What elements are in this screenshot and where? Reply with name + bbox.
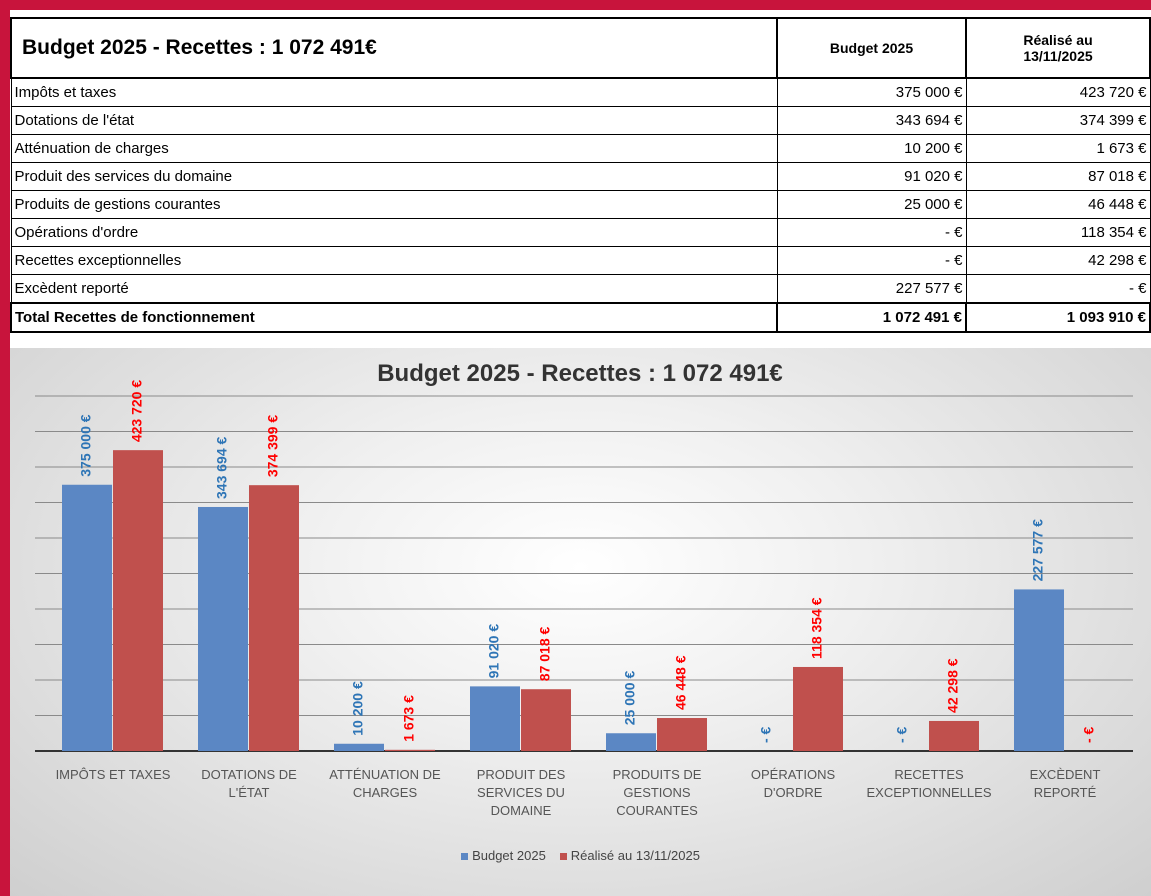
data-label: 343 694 € <box>214 436 230 498</box>
bar <box>113 450 163 751</box>
table-row: Excèdent reporté 227 577 € - € <box>10 274 1151 304</box>
amount-cell: 42 298 € <box>965 246 1151 275</box>
bar <box>657 718 707 751</box>
x-tick-label: ATTÉNUATION DE CHARGES <box>329 767 441 800</box>
data-label: 227 577 € <box>1030 519 1046 581</box>
amount-cell: 46 448 € <box>965 190 1151 219</box>
data-label: 42 298 € <box>945 658 961 713</box>
amount-cell: 343 694 € <box>776 106 967 135</box>
amount-cell: - € <box>776 218 967 247</box>
table-row: Impôts et taxes 375 000 €423 720 € <box>10 77 1151 107</box>
label-cell: Impôts et taxes <box>10 77 778 107</box>
data-label: 118 354 € <box>809 597 825 659</box>
bar <box>606 733 656 751</box>
data-label: 374 399 € <box>265 415 281 477</box>
chart-title: Budget 2025 - Recettes : 1 072 491€ <box>377 360 783 387</box>
label-cell: Opérations d'ordre <box>10 218 778 247</box>
bar <box>249 485 299 751</box>
legend-label: Réalisé au 13/11/2025 <box>570 848 700 863</box>
column-header: Budget 2025 <box>776 17 967 79</box>
amount-cell: - € <box>776 246 967 275</box>
x-tick-label: IMPÔTS ET TAXES <box>55 767 171 782</box>
data-label: - € <box>1081 726 1097 743</box>
table-row: Dotations de l'état 343 694 €374 399 € <box>10 106 1151 135</box>
bar <box>793 666 843 751</box>
legend-swatch <box>559 853 567 860</box>
label-cell: Total Recettes de fonctionnement <box>10 302 778 333</box>
frame <box>0 0 1151 10</box>
amount-cell: 374 399 € <box>965 106 1151 135</box>
legend-label: Budget 2025 <box>472 848 546 863</box>
bar <box>1014 589 1064 751</box>
table-row: Produits de gestions courantes 25 000 €46… <box>10 190 1151 219</box>
amount-cell: 118 354 € <box>965 218 1151 247</box>
amount-cell: 25 000 € <box>776 190 967 219</box>
table-row: Produit des services du domaine 91 020 €8… <box>10 162 1151 191</box>
bar <box>929 720 979 751</box>
chart: Budget 2025 - Recettes : 1 072 491€ 375 … <box>10 348 1151 896</box>
column-header: Réalisé au 13/11/2025 <box>965 17 1151 79</box>
amount-cell: 423 720 € <box>965 77 1151 107</box>
column-header-text: Réalisé au 13/11/2025 <box>1023 32 1093 64</box>
amount-cell: 87 018 € <box>965 162 1151 191</box>
bar <box>470 686 520 751</box>
table-row: Opérations d'ordre - €118 354 € <box>10 218 1151 247</box>
x-tick-label: PRODUIT DES SERVICES DU DOMAINE <box>476 767 566 818</box>
x-tick-label: DOTATIONS DE L'ÉTAT <box>201 767 297 800</box>
data-label: 423 720 € <box>129 380 145 442</box>
data-label: 91 020 € <box>486 624 502 679</box>
data-label: 375 000 € <box>78 414 94 476</box>
x-tick-label: OPÉRATIONS D'ORDRE <box>750 767 836 800</box>
label-cell: Produits de gestions courantes <box>10 190 778 219</box>
amount-cell: 1 093 910 € <box>965 302 1151 333</box>
header-row: Budget 2025 - Recettes : 1 072 491€ Budg… <box>10 17 1151 79</box>
label-cell: Recettes exceptionnelles <box>10 246 778 275</box>
table-title: Budget 2025 - Recettes : 1 072 491€ <box>10 17 778 79</box>
data-label: 46 448 € <box>673 655 689 710</box>
budget-table: Budget 2025 - Recettes : 1 072 491€ Budg… <box>10 17 1151 333</box>
bar <box>385 749 435 751</box>
amount-cell: 1 072 491 € <box>776 302 967 333</box>
table-row: Atténuation de charges 10 200 €1 673 € <box>10 134 1151 163</box>
bar <box>521 689 571 751</box>
chart-svg: Budget 2025 - Recettes : 1 072 491€ 375 … <box>35 360 1133 752</box>
amount-cell: 91 020 € <box>776 162 967 191</box>
bar <box>62 484 112 751</box>
table-row: Total Recettes de fonctionnement 1 072 49… <box>10 302 1151 333</box>
table-row: Recettes exceptionnelles - €42 298 € <box>10 246 1151 275</box>
frame <box>0 0 10 896</box>
amount-cell: 375 000 € <box>776 77 967 107</box>
data-label: - € <box>894 726 910 743</box>
data-label: 1 673 € <box>401 695 417 742</box>
label-cell: Atténuation de charges <box>10 134 778 163</box>
amount-cell: 10 200 € <box>776 134 967 163</box>
legend: Budget 2025 Réalisé au 13/11/2025 <box>10 848 1151 863</box>
bar <box>198 506 248 751</box>
x-tick-label: RECETTES EXCEPTIONNELLES <box>866 767 992 800</box>
label-cell: Dotations de l'état <box>10 106 778 135</box>
data-label: 87 018 € <box>537 627 553 682</box>
bar <box>334 743 384 751</box>
amount-cell: - € <box>965 274 1151 304</box>
x-tick-label: EXCÈDENT REPORTÉ <box>1029 767 1101 800</box>
data-label: 25 000 € <box>622 671 638 726</box>
data-label: - € <box>758 726 774 743</box>
data-label: 10 200 € <box>350 681 366 736</box>
label-cell: Produit des services du domaine <box>10 162 778 191</box>
amount-cell: 227 577 € <box>776 274 967 304</box>
legend-swatch <box>461 853 469 860</box>
label-cell: Excèdent reporté <box>10 274 778 304</box>
amount-cell: 1 673 € <box>965 134 1151 163</box>
x-tick-label: PRODUITS DE GESTIONS COURANTES <box>612 767 702 818</box>
